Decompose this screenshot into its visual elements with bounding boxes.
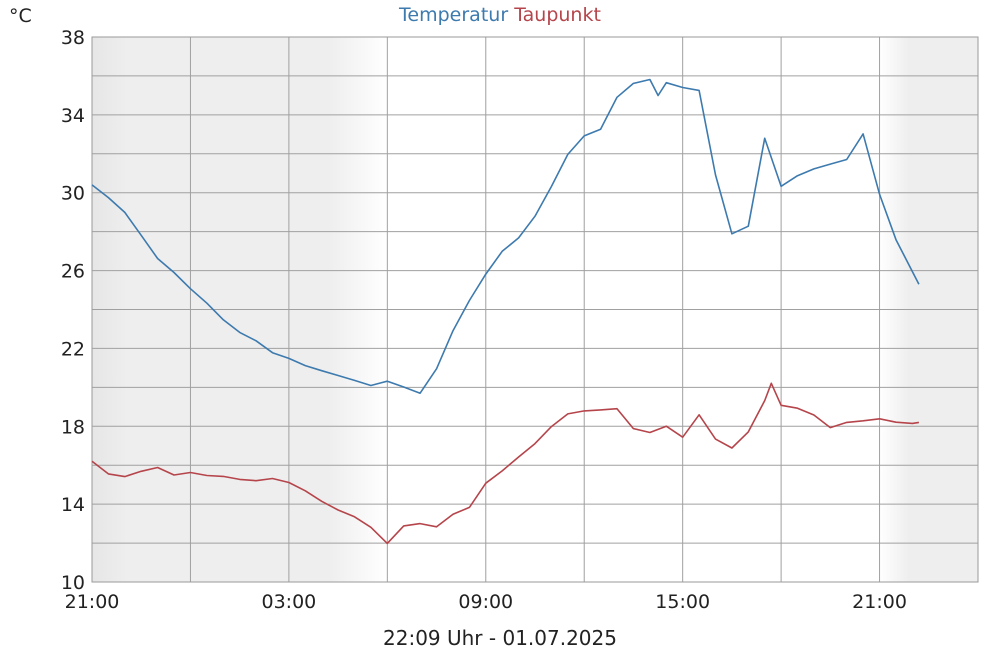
series-line-temperatur — [91, 78, 920, 394]
legend: Temperatur Taupunkt — [398, 4, 601, 26]
timestamp: 22:09 Uhr - 01.07.2025 — [383, 626, 617, 650]
x-tick-label: 21:00 — [852, 591, 907, 613]
plot-frame — [91, 36, 979, 583]
y-axis-ticks: 10 14 18 22 26 30 34 38 — [61, 27, 85, 594]
x-tick-label: 15:00 — [655, 591, 710, 613]
x-axis-ticks: 21:00 03:00 09:00 15:00 21:00 — [65, 591, 907, 613]
y-tick-label: 34 — [61, 105, 85, 127]
legend-temperatur: Temperatur — [398, 4, 508, 26]
x-tick-label: 03:00 — [262, 591, 317, 613]
x-tick-label: 21:00 — [65, 591, 120, 613]
y-tick-label: 14 — [61, 494, 85, 516]
y-tick-label: 30 — [61, 183, 85, 205]
grid-lines — [92, 37, 978, 582]
y-tick-label: 26 — [61, 261, 85, 283]
y-tick-label: 18 — [61, 416, 85, 438]
y-tick-label: 22 — [61, 338, 85, 360]
series-line-taupunkt — [91, 382, 920, 545]
y-axis-unit: °C — [9, 5, 32, 27]
series-lines — [91, 78, 920, 545]
x-tick-label: 09:00 — [458, 591, 513, 613]
y-tick-label: 10 — [61, 572, 85, 594]
legend-taupunkt: Taupunkt — [513, 4, 601, 26]
y-tick-label: 38 — [61, 27, 85, 49]
